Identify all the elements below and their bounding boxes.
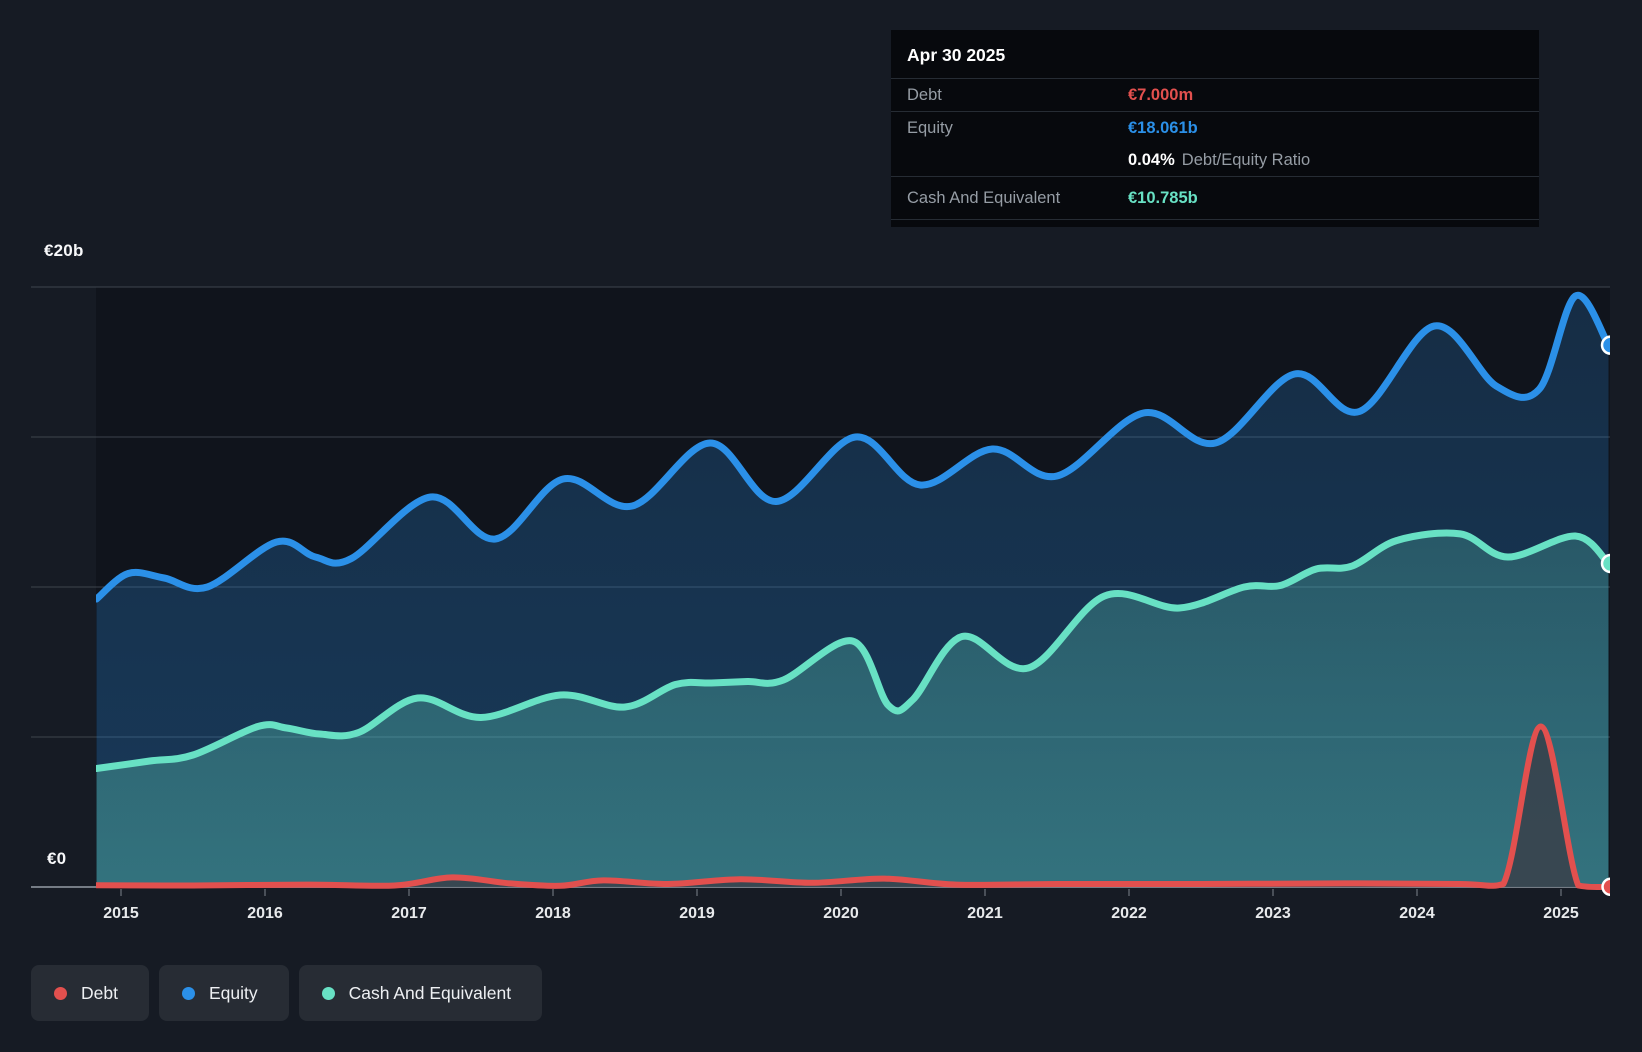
tooltip-equity-label: Equity xyxy=(907,118,953,137)
cash-and-equivalent-line xyxy=(96,529,1610,772)
legend-item-equity[interactable]: Equity xyxy=(158,965,289,1021)
debt-endpoint-marker xyxy=(1601,877,1610,896)
x-axis-label-2021: 2021 xyxy=(967,905,1003,922)
equity-endpoint-marker xyxy=(1600,335,1610,355)
legend-equity-label: Equity xyxy=(208,982,258,1003)
tooltip-ratio-value: 0.04% xyxy=(1128,150,1175,169)
equity-color-dot-icon xyxy=(181,986,195,1000)
chart-tooltip: Apr 30 2025 Debt €7.000m Equity €18.061b… xyxy=(891,30,1539,227)
tooltip-row-debt: Debt €7.000m xyxy=(891,79,1539,112)
x-axis-label-2018: 2018 xyxy=(535,905,571,922)
tooltip-row-ratio: 0.04% Debt/Equity Ratio xyxy=(891,144,1539,177)
tooltip-debt-label: Debt xyxy=(907,85,942,104)
x-axis-label-2017: 2017 xyxy=(391,905,427,922)
equity-line xyxy=(96,291,1610,603)
x-axis-label-2022: 2022 xyxy=(1111,905,1147,922)
tooltip-debt-value: €7.000m xyxy=(1128,85,1194,104)
x-axis-label-2020: 2020 xyxy=(823,905,859,922)
x-axis-label-2024: 2024 xyxy=(1399,905,1435,922)
cash-color-dot-icon xyxy=(321,986,335,1000)
chart-legend: Debt Equity Cash And Equivalent xyxy=(31,965,543,1021)
debt-color-dot-icon xyxy=(54,986,67,1000)
debt-line xyxy=(96,723,1610,891)
legend-item-debt[interactable]: Debt xyxy=(31,965,149,1021)
cash-and-equivalent-endpoint-marker xyxy=(1600,553,1610,574)
x-axis-label-2023: 2023 xyxy=(1255,905,1291,922)
tooltip-cash-label: Cash And Equivalent xyxy=(907,188,1061,207)
y-axis-max-label: €20b xyxy=(44,241,84,260)
tooltip-cash-value: €10.785b xyxy=(1128,188,1198,207)
cash-and-equivalent-area xyxy=(96,533,1609,887)
x-axis-label-2016: 2016 xyxy=(247,905,283,922)
tooltip-row-cash: Cash And Equivalent €10.785b xyxy=(891,177,1539,220)
x-axis-label-2019: 2019 xyxy=(679,905,715,922)
legend-debt-label: Debt xyxy=(81,982,118,1003)
x-axis-label-2025: 2025 xyxy=(1543,905,1579,922)
legend-item-cash[interactable]: Cash And Equivalent xyxy=(298,965,543,1021)
tooltip-ratio-label: Debt/Equity Ratio xyxy=(1181,150,1311,169)
y-axis-zero-label: €0 xyxy=(47,849,67,868)
x-axis-label-2015: 2015 xyxy=(103,905,139,922)
legend-cash-label: Cash And Equivalent xyxy=(348,982,512,1003)
tooltip-date: Apr 30 2025 xyxy=(891,30,1539,79)
tooltip-equity-value: €18.061b xyxy=(1128,118,1198,137)
tooltip-row-equity: Equity €18.061b xyxy=(891,112,1539,144)
